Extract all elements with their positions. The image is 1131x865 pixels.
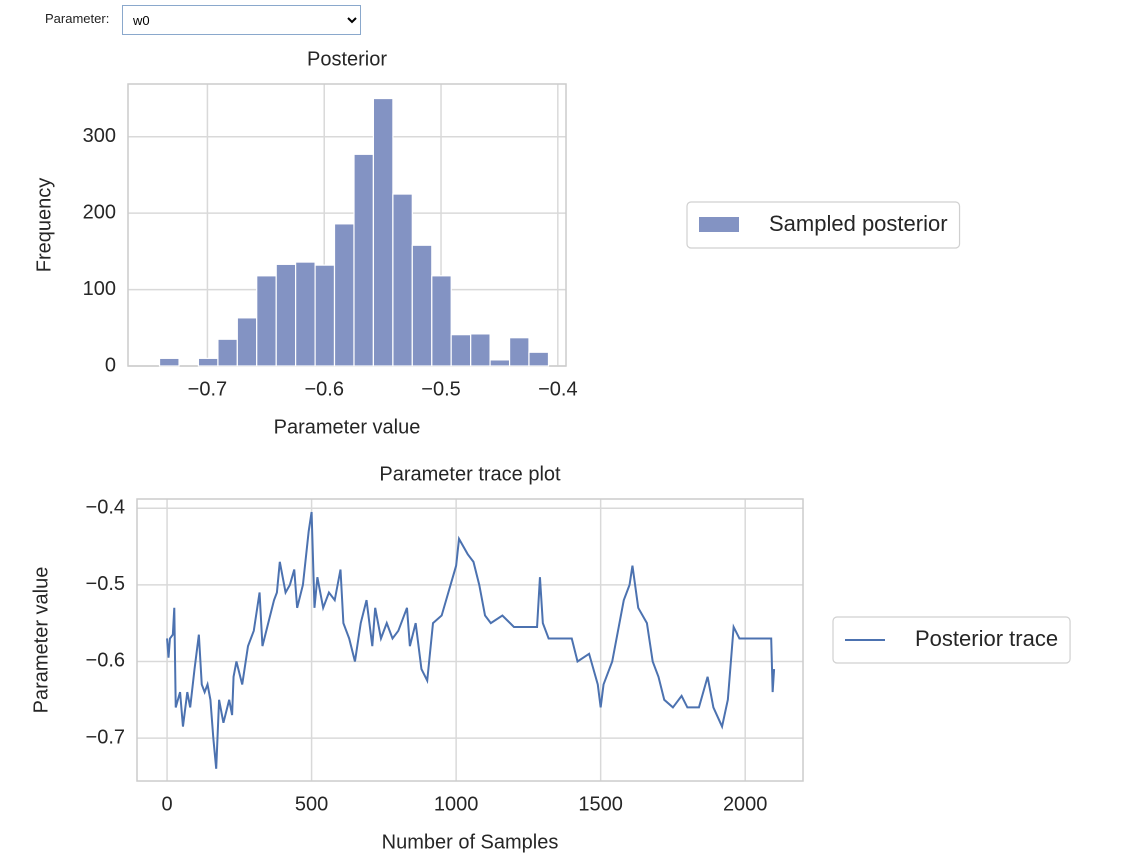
x-axis-label: Parameter value xyxy=(274,416,421,438)
legend-label: Posterior trace xyxy=(915,626,1058,651)
y-tick-label: −0.4 xyxy=(86,496,125,518)
x-tick-label: −0.6 xyxy=(304,378,343,400)
histogram-bar xyxy=(508,337,530,367)
x-tick-label: 1500 xyxy=(578,793,623,815)
axes-frame xyxy=(136,498,804,782)
trace-line xyxy=(166,511,776,769)
x-tick-label: 1000 xyxy=(434,793,479,815)
legend-box xyxy=(686,201,961,249)
histogram-bar xyxy=(256,275,277,367)
x-tick-label: −0.5 xyxy=(421,378,460,400)
histogram-bar xyxy=(353,153,374,367)
histogram-bar xyxy=(197,357,219,367)
histogram-bar xyxy=(314,264,336,367)
histogram-bar xyxy=(470,333,491,367)
histogram-bar xyxy=(295,261,316,367)
histogram-bar xyxy=(450,334,472,367)
y-tick-label: 300 xyxy=(83,125,116,147)
y-tick-label: −0.6 xyxy=(86,650,125,672)
legend-swatch xyxy=(699,217,739,232)
y-axis-label: Parameter value xyxy=(30,567,52,714)
legend-box xyxy=(832,616,1071,664)
y-tick-label: 0 xyxy=(105,354,116,376)
x-tick-label: 2000 xyxy=(723,793,768,815)
legend: Sampled posterior xyxy=(686,201,961,249)
parameter-select[interactable]: w0 xyxy=(122,5,361,35)
y-tick-label: −0.5 xyxy=(86,573,125,595)
chart-title: Parameter trace plot xyxy=(379,463,561,485)
histogram-bar xyxy=(392,193,413,367)
x-tick-label: −0.4 xyxy=(538,378,577,400)
histogram-bar xyxy=(333,223,355,367)
y-tick-label: 200 xyxy=(83,201,116,223)
parameter-control: Parameter: w0 xyxy=(0,0,400,38)
histogram-bar xyxy=(411,244,433,367)
histogram-bar xyxy=(217,338,238,367)
histogram-bar xyxy=(236,317,258,367)
y-tick-label: −0.7 xyxy=(86,726,125,748)
histogram-bar xyxy=(489,359,511,367)
chart-title: Posterior xyxy=(307,48,387,70)
histogram-bar xyxy=(372,97,394,367)
x-tick-label: 0 xyxy=(162,793,173,815)
y-axis-label: Frequency xyxy=(33,178,55,273)
legend: Posterior trace xyxy=(832,616,1071,664)
histogram-bar xyxy=(158,357,180,367)
x-tick-label: −0.7 xyxy=(188,378,227,400)
histogram-bar xyxy=(275,263,297,367)
y-tick-label: 100 xyxy=(83,278,116,300)
histogram-bar xyxy=(431,275,452,367)
x-axis-label: Number of Samples xyxy=(382,831,559,853)
x-tick-label: 500 xyxy=(295,793,328,815)
legend-label: Sampled posterior xyxy=(769,211,948,236)
histogram-bar xyxy=(528,351,550,367)
parameter-label: Parameter: xyxy=(45,11,110,26)
